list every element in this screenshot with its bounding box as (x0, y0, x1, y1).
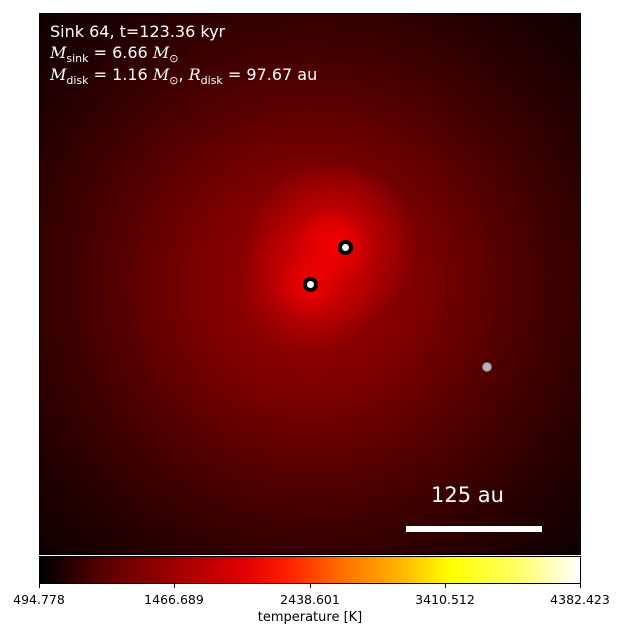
msink-sub: sink (66, 52, 89, 66)
rdisk-symbol: R (188, 65, 201, 84)
mdisk-sub: disk (66, 74, 89, 88)
mdisk-symbol: M (50, 65, 67, 84)
msink-symbol: M (50, 43, 67, 62)
temperature-map: Sink 64, t=123.36 kyr Msink = 6.66 M⊙ Md… (39, 13, 581, 555)
mdisk-sun-symbol: M (152, 65, 170, 84)
mdisk-sun-sub: ⊙ (169, 74, 179, 88)
colorbar-tick (174, 584, 175, 588)
disk-properties: Mdisk = 1.16 M⊙, Rdisk = 97.67 au (50, 65, 317, 87)
contour-ring (126, 105, 498, 477)
colorbar (39, 556, 581, 584)
colorbar-tick-label: 2438.601 (280, 592, 340, 607)
sink-marker-primary (338, 240, 353, 255)
colorbar-tick (310, 584, 311, 588)
msink-value: = 6.66 (88, 43, 153, 62)
colorbar-label: temperature [K] (257, 610, 363, 625)
colorbar-tick (580, 584, 581, 588)
colorbar-tick-label: 494.778 (13, 592, 65, 607)
sink-marker-secondary (303, 277, 318, 292)
contour-ring (176, 152, 448, 424)
scalebar-label: 125 au (431, 483, 504, 507)
scalebar (406, 526, 542, 532)
rdisk-sub: disk (200, 74, 223, 88)
contour-ring (76, 55, 548, 527)
sink-mass: Msink = 6.66 M⊙ (50, 43, 178, 65)
sink-marker-distant (482, 362, 492, 372)
mdisk-value: = 1.16 (88, 65, 153, 84)
msun-symbol: M (152, 43, 170, 62)
colorbar-tick-label: 4382.423 (550, 592, 610, 607)
rdisk-prefix: , (178, 65, 189, 84)
msun-sub: ⊙ (169, 52, 179, 66)
colorbar-tick-label: 3410.512 (415, 592, 475, 607)
sink-title: Sink 64, t=123.36 kyr (50, 22, 226, 41)
colorbar-tick (39, 584, 40, 588)
colorbar-tick-label: 1466.689 (144, 592, 204, 607)
colorbar-tick (445, 584, 446, 588)
rdisk-value: = 97.67 au (222, 65, 318, 84)
